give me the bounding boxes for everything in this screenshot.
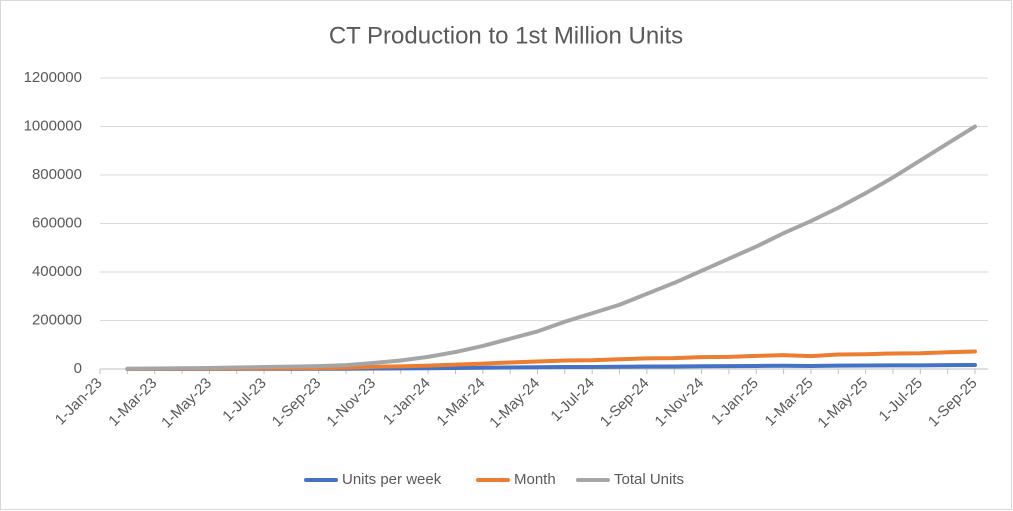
y-tick-label: 1200000 (24, 69, 82, 86)
y-tick-label: 400000 (32, 263, 82, 280)
legend-label: Month (514, 471, 556, 488)
y-tick-label: 200000 (32, 311, 82, 328)
y-tick-label: 800000 (32, 166, 82, 183)
legend-label: Total Units (614, 471, 684, 488)
y-tick-label: 600000 (32, 214, 82, 231)
y-tick-label: 1000000 (24, 117, 82, 134)
chart-title: CT Production to 1st Million Units (329, 22, 683, 49)
y-tick-label: 0 (74, 360, 82, 377)
series-line (125, 124, 977, 371)
legend-label: Units per week (342, 471, 442, 488)
